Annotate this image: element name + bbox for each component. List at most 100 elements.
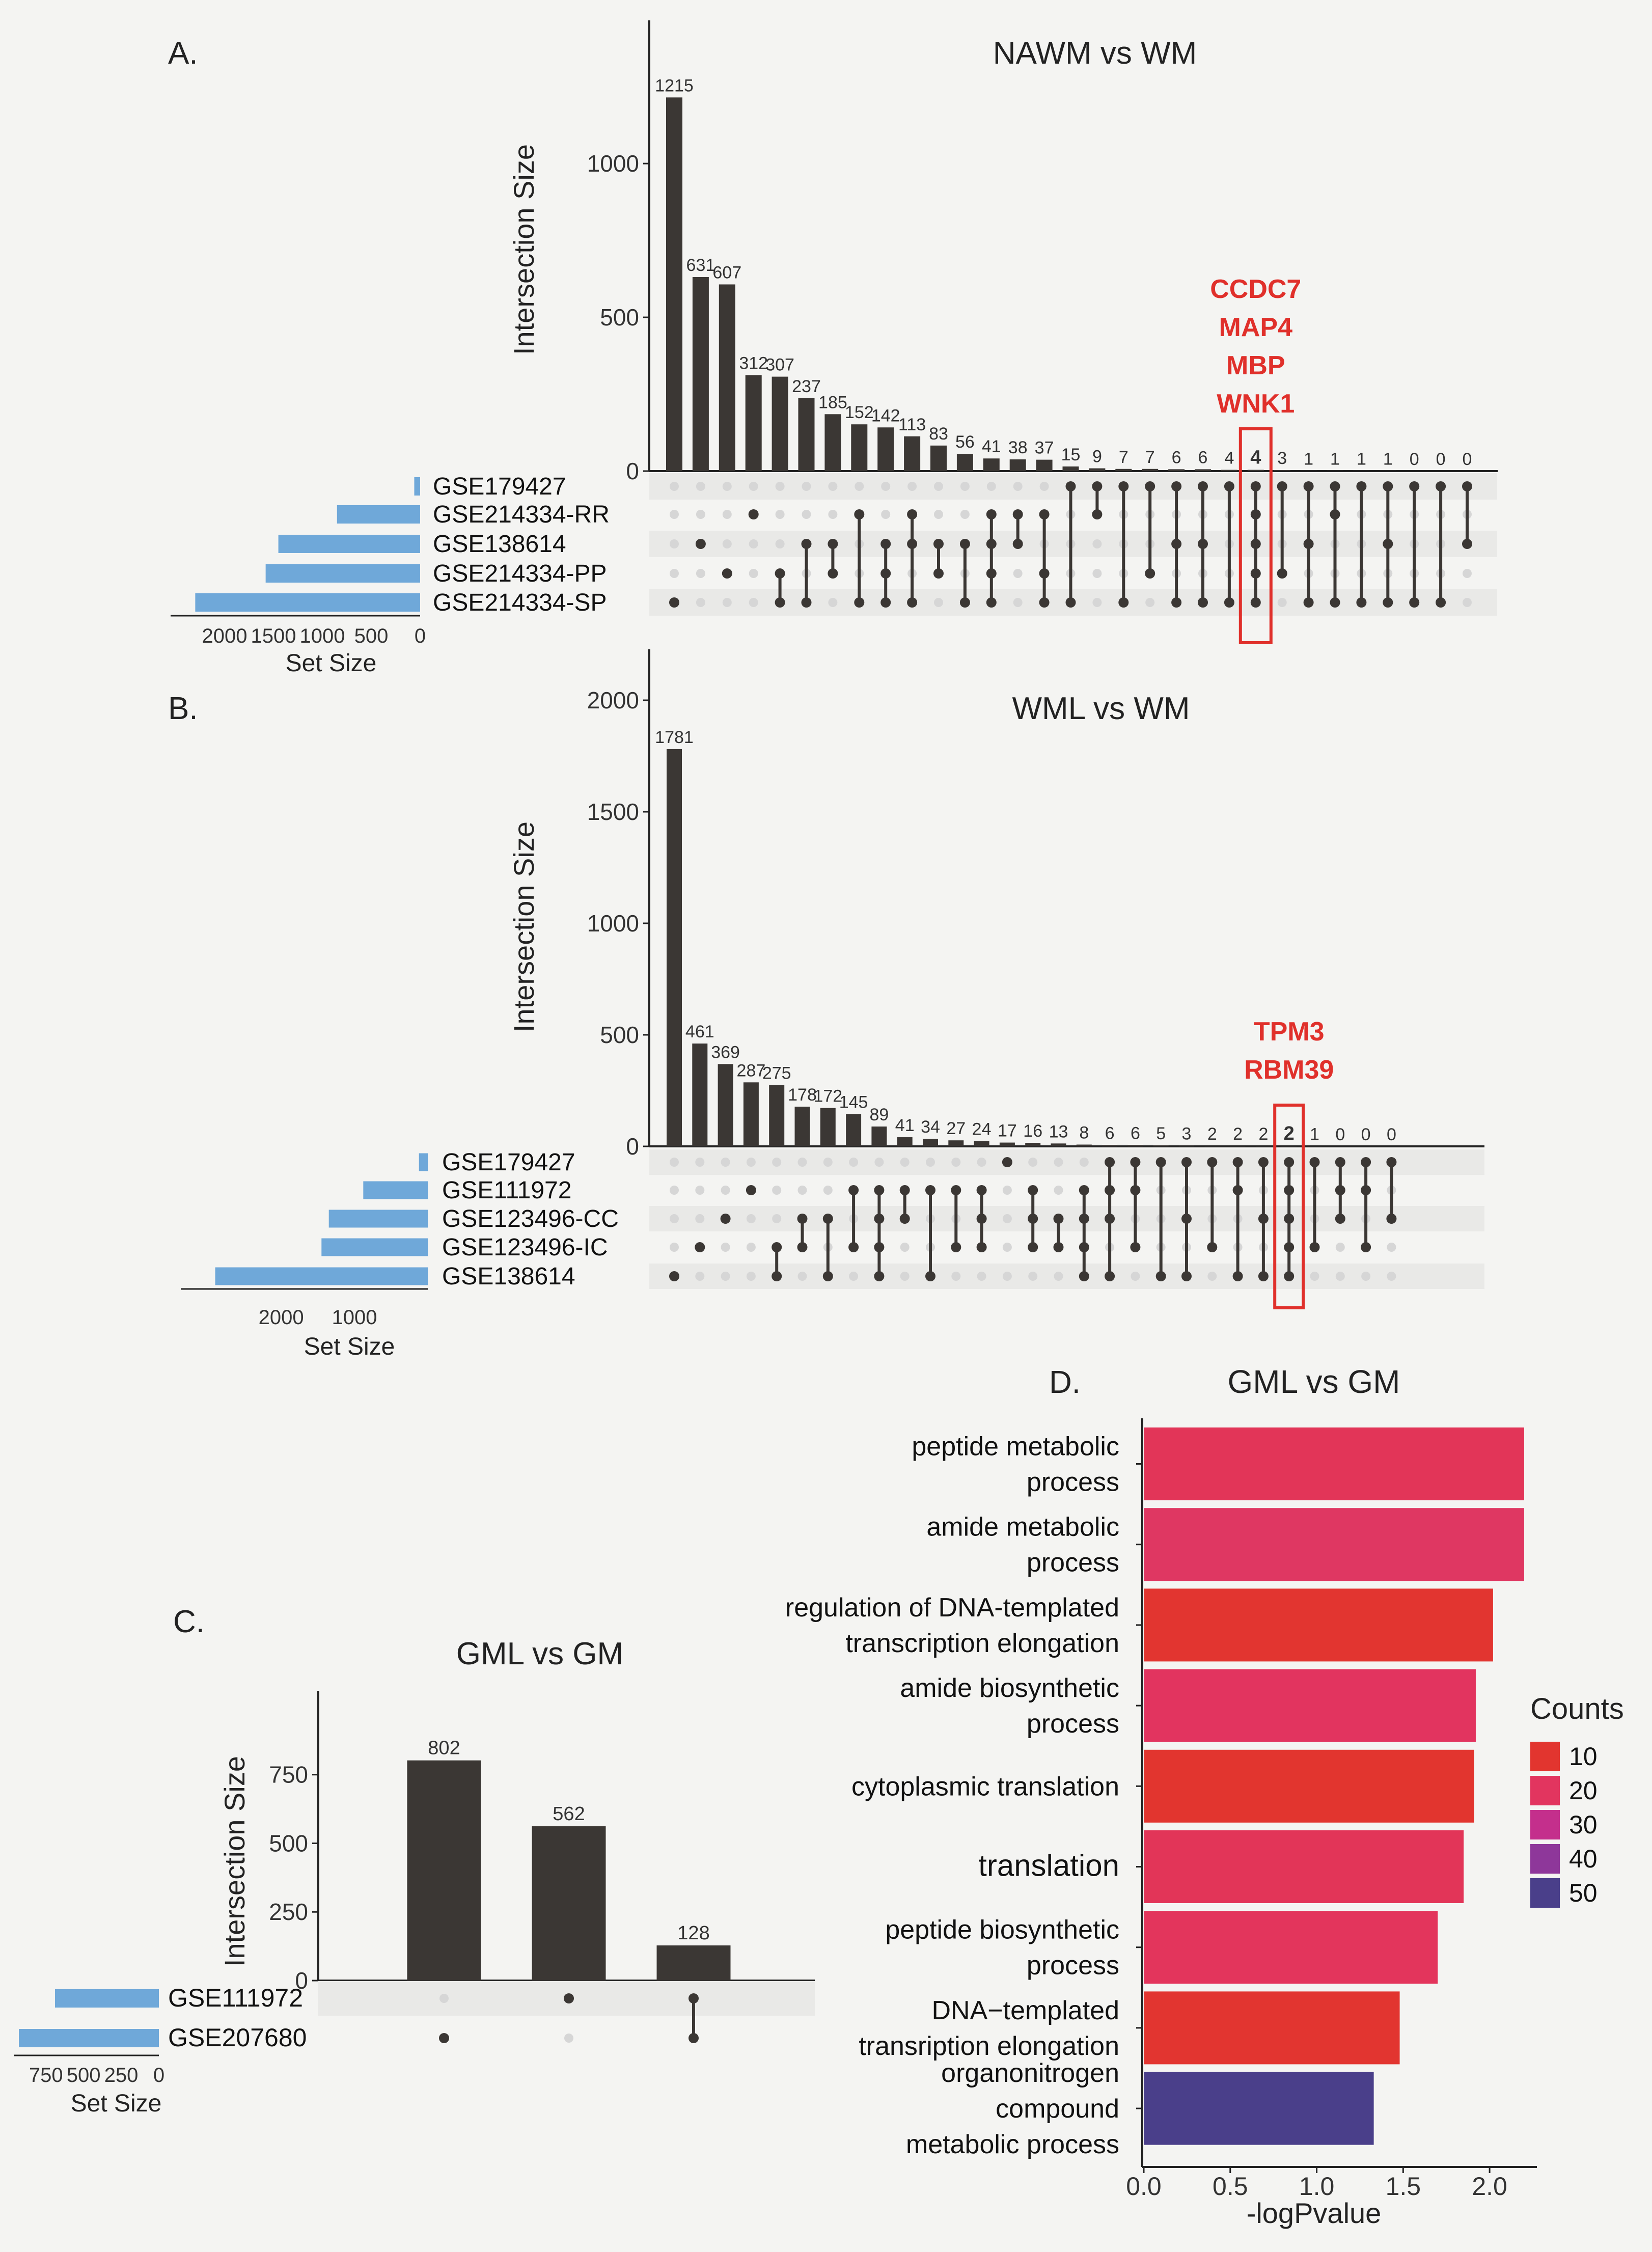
panel-b-matrix-dot-empty <box>721 1186 730 1195</box>
panel-a-matrix-dot-empty <box>722 510 732 519</box>
panel-b-matrix-dot-empty <box>772 1158 782 1167</box>
panel-b-intersection-bar <box>769 1085 785 1146</box>
panel-a-intersection-value: 37 <box>1035 438 1054 458</box>
panel-d-legend-swatch <box>1530 1742 1560 1771</box>
panel-b-intersection-bar <box>820 1108 836 1146</box>
panel-a-intersection-value: 113 <box>898 415 926 434</box>
panel-b-matrix-dot-empty <box>1387 1243 1396 1252</box>
panel-a-matrix-dot-empty <box>749 569 758 578</box>
panel-a-intersection-bar <box>1062 466 1079 471</box>
panel-b-highlight-gene: RBM39 <box>1244 1055 1334 1085</box>
panel-a-matrix-dot-empty <box>828 598 838 607</box>
panel-b-matrix-dot-empty <box>695 1186 705 1195</box>
panel-a-intersection-value: 0 <box>1463 450 1472 469</box>
panel-b-intersection-bar <box>846 1114 862 1146</box>
panel-b-matrix-dot-empty <box>746 1158 756 1167</box>
panel-c-y-tick-label: 0 <box>295 1967 308 1994</box>
panel-d-bar <box>1144 1749 1474 1823</box>
panel-b-intersection-bar <box>692 1043 708 1146</box>
panel-a-matrix-dot-empty <box>696 598 705 607</box>
panel-a-matrix-dot-empty <box>1092 598 1102 607</box>
panel-a-intersection-bar <box>904 436 921 471</box>
panel-a-y-tick-label: 1000 <box>587 150 639 177</box>
panel-c-intersection-value: 802 <box>428 1738 460 1759</box>
panel-b-intersection-value: 2 <box>1284 1123 1295 1144</box>
panel-b-matrix-dot-empty <box>670 1186 679 1195</box>
panel-a-intersection-bar <box>1195 469 1211 471</box>
panel-b-intersection-value: 24 <box>972 1119 992 1139</box>
panel-b-intersection-value: 41 <box>895 1116 915 1135</box>
panel-d-x-tick-label: 1.0 <box>1299 2172 1335 2201</box>
panel-c-set-size-bar <box>19 2029 159 2047</box>
panel-d-category-label: metabolic process <box>906 2130 1119 2159</box>
panel-b-set-name: GSE123496-CC <box>442 1205 619 1232</box>
panel-a-set-size-bar <box>337 505 420 524</box>
panel-a-intersection-value: 1 <box>1304 449 1313 469</box>
panel-d-category-label: amide metabolic <box>926 1513 1119 1542</box>
panel-a-title: NAWM vs WM <box>993 36 1197 71</box>
panel-b-matrix-dot-empty <box>977 1158 986 1167</box>
panel-d-category-label: process <box>1027 1709 1119 1739</box>
panel-b-matrix-dot-empty <box>1002 1272 1012 1281</box>
panel-a-matrix-dot-empty <box>828 482 838 491</box>
panel-c-matrix-dot-filled <box>439 2033 449 2043</box>
panel-b-matrix-dot-empty <box>1335 1243 1345 1252</box>
panel-d-category-label: translation <box>978 1849 1119 1883</box>
panel-b-set-size-bar <box>328 1210 428 1228</box>
panel-a-set-name: GSE214334-PP <box>433 560 607 587</box>
panel-a-set-size-bar <box>414 477 420 496</box>
panel-a-matrix-dot-empty <box>775 539 785 548</box>
panel-b-intersection-value: 27 <box>946 1119 966 1138</box>
panel-b-matrix-dot-empty <box>746 1214 756 1223</box>
panel-a-intersection-bar <box>956 454 973 471</box>
panel-d-category-label: peptide biosynthetic <box>885 1915 1119 1945</box>
panel-b-matrix-dot-empty <box>900 1272 910 1281</box>
panel-c-y-tick-label: 750 <box>269 1762 308 1788</box>
panel-b-matrix-dot-filled <box>720 1214 731 1224</box>
panel-c-set-tick-label: 250 <box>104 2064 139 2086</box>
panel-d-legend-label: 50 <box>1569 1879 1598 1907</box>
panel-b-matrix-dot-empty <box>1079 1158 1089 1167</box>
panel-b-matrix-dot-empty <box>746 1243 756 1252</box>
panel-b-set-size-bar <box>419 1153 428 1171</box>
panel-d-bar <box>1144 1588 1493 1662</box>
panel-b-intersection-value: 0 <box>1387 1125 1396 1144</box>
panel-b-matrix-dot-empty <box>721 1243 730 1252</box>
panel-a-matrix-dot-empty <box>1463 598 1472 607</box>
panel-d-category-label: transcription elongation <box>845 1629 1119 1658</box>
panel-d-legend-swatch <box>1530 1844 1560 1874</box>
panel-b-intersection-bar <box>1102 1145 1118 1146</box>
panel-a-matrix-dot-empty <box>749 482 758 491</box>
panel-a-intersection-value: 307 <box>765 355 794 375</box>
panel-d-legend-label: 10 <box>1569 1742 1598 1771</box>
panel-a-intersection-value: 6 <box>1172 448 1181 467</box>
panel-a-matrix-dot-empty <box>670 510 679 519</box>
panel-a-matrix-dot-empty <box>696 482 705 491</box>
panel-a-intersection-value: 3 <box>1277 449 1287 468</box>
panel-b-matrix-dot-empty <box>1361 1272 1371 1281</box>
panel-d-bar <box>1144 1830 1464 1903</box>
panel-b-intersection-value: 2 <box>1207 1124 1217 1144</box>
panel-a-intersection-value: 631 <box>686 256 715 275</box>
panel-a-intersection-value: 0 <box>1436 450 1446 469</box>
panel-b-intersection-bar <box>948 1140 964 1146</box>
panel-b-intersection-bar <box>897 1137 913 1146</box>
panel-b-y-tick-label: 1000 <box>587 910 639 937</box>
panel-a-intersection-value: 1 <box>1383 449 1393 469</box>
panel-b-intersection-value: 2 <box>1258 1124 1268 1144</box>
panel-a-matrix-dot-empty <box>881 510 891 519</box>
panel-a-matrix-dot-empty <box>828 510 838 519</box>
panel-d-x-tick-label: 0.5 <box>1213 2172 1248 2201</box>
panel-b-intersection-bar <box>718 1064 733 1146</box>
panel-a-intersection-bar <box>1115 469 1132 471</box>
panel-a-set-name: GSE214334-RR <box>433 501 610 528</box>
panel-b-intersection-value: 5 <box>1156 1124 1166 1143</box>
panel-d-category-label: process <box>1027 1548 1119 1578</box>
panel-d-bar <box>1144 1427 1525 1500</box>
panel-b-matrix-dot-filled <box>1002 1157 1012 1167</box>
panel-b-matrix-dot-filled <box>746 1185 756 1195</box>
panel-a-intersection-value: 7 <box>1145 448 1155 467</box>
panel-b-matrix-dot-filled <box>669 1271 679 1281</box>
panel-a-set-size-bar <box>265 564 420 583</box>
panel-a-matrix-dot-empty <box>802 510 811 519</box>
